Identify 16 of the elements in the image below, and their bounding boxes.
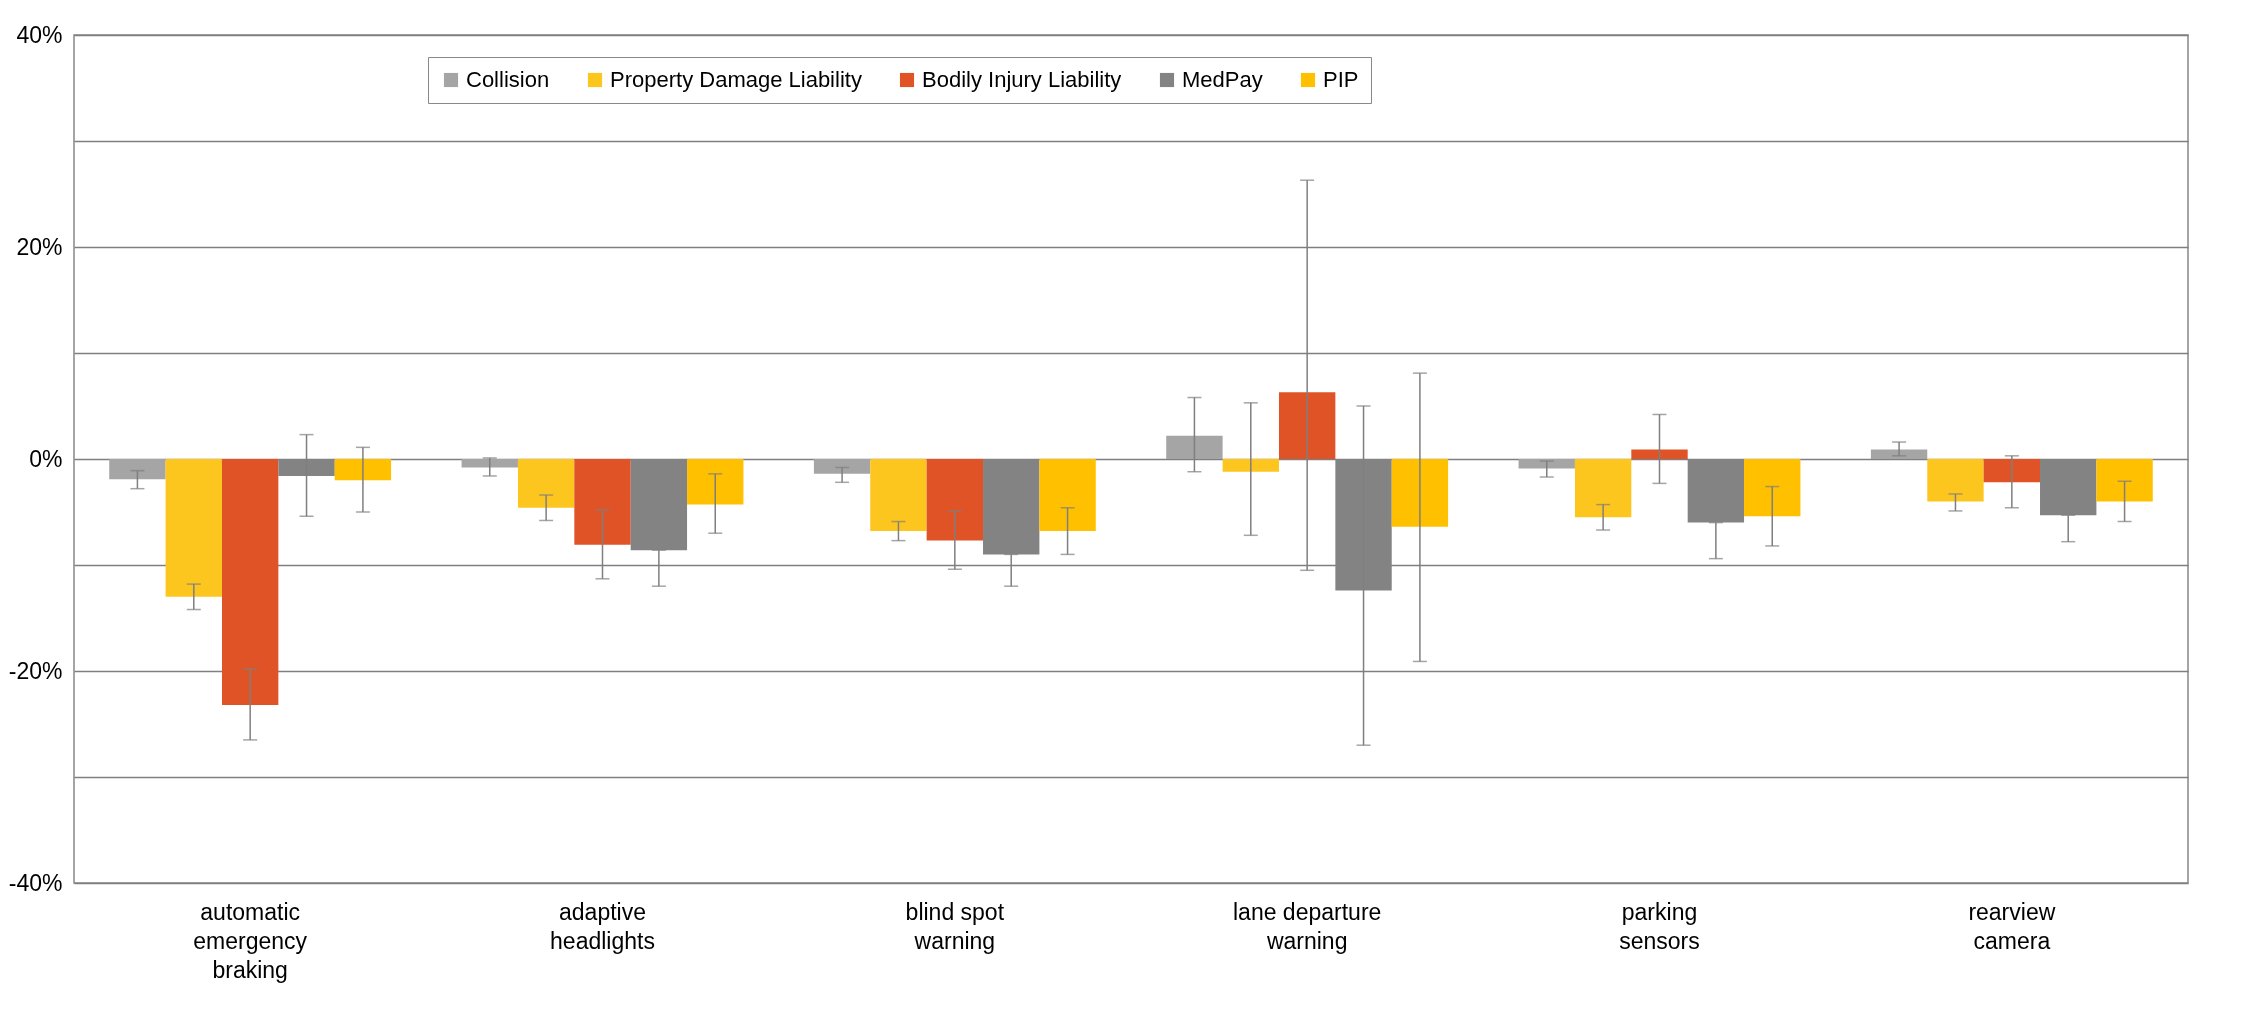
y-tick-label: 0% (29, 445, 63, 472)
x-tick-label: rearview camera (1968, 898, 2056, 954)
x-tick-label: blind spot warning (905, 898, 1005, 954)
x-tick-label: parking sensors (1619, 898, 1700, 954)
legend-label: Bodily Injury Liability (922, 67, 1122, 92)
x-tick-label: adaptive headlights (550, 898, 655, 954)
y-tick-label: -40% (8, 869, 63, 896)
legend-label: Collision (466, 67, 550, 92)
legend-label: PIP (1323, 67, 1359, 92)
legend-label: MedPay (1182, 67, 1263, 92)
x-tick-label: automatic emergency braking (193, 898, 308, 983)
y-tick-label: 20% (16, 233, 63, 260)
y-tick-label: -20% (8, 657, 63, 684)
legend-label: Property Damage Liability (610, 67, 862, 92)
y-tick-label: 40% (16, 21, 63, 48)
x-tick-label: lane departure warning (1232, 898, 1382, 954)
